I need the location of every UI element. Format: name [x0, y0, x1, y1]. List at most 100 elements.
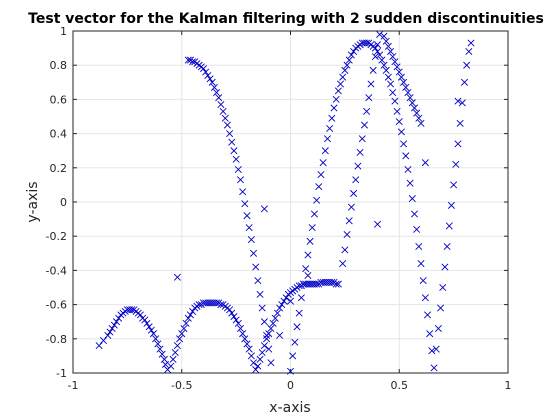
- data-point-marker: [424, 311, 432, 319]
- data-point-marker: [404, 165, 412, 174]
- data-point-marker: [108, 325, 116, 333]
- data-point-marker: [300, 280, 308, 288]
- data-point-marker: [106, 328, 114, 336]
- data-point-marker: [230, 147, 238, 155]
- data-point-marker: [180, 325, 188, 333]
- x-axis-label: x-axis: [269, 400, 310, 416]
- data-point-marker: [373, 220, 382, 228]
- y-tick-label: -1: [56, 367, 67, 380]
- data-point-marker: [404, 89, 412, 97]
- data-point-marker: [376, 30, 384, 38]
- data-point-marker: [267, 359, 275, 367]
- data-point-marker: [397, 128, 405, 136]
- data-point-marker: [337, 80, 345, 88]
- data-point-marker: [136, 311, 144, 319]
- data-point-marker: [352, 176, 360, 184]
- data-point-marker: [226, 130, 234, 138]
- data-point-marker: [350, 189, 358, 197]
- data-point-marker: [263, 331, 271, 339]
- data-point-marker: [243, 340, 251, 348]
- data-point-marker: [371, 44, 379, 52]
- data-point-marker: [382, 37, 390, 45]
- data-point-marker: [219, 107, 227, 115]
- x-tick-label: 1: [505, 379, 512, 392]
- data-point-marker: [419, 277, 427, 285]
- data-point-marker: [278, 301, 286, 309]
- data-point-marker: [145, 323, 153, 331]
- data-point-marker: [204, 71, 212, 79]
- data-point-marker: [363, 107, 371, 115]
- data-point-marker: [280, 297, 288, 305]
- data-point-marker: [156, 345, 164, 353]
- data-point-marker: [363, 39, 371, 47]
- data-point-marker: [345, 217, 353, 225]
- data-point-marker: [158, 350, 166, 358]
- axis-ticks: -1 -0.5 0 0.5 1 -1 -0.8 -0.6 -0.4 -0.2 0 0.2 0.4 0.6 0…: [46, 25, 512, 392]
- data-point-marker: [380, 32, 388, 40]
- data-point-marker: [143, 319, 151, 327]
- data-point-marker: [384, 42, 392, 50]
- y-tick-label: 0.6: [50, 93, 68, 106]
- data-point-marker: [465, 48, 473, 56]
- y-tick-label: 0.8: [50, 59, 68, 72]
- data-point-marker: [343, 61, 351, 69]
- data-point-marker: [147, 326, 155, 334]
- data-point-marker: [345, 56, 353, 64]
- data-point-marker: [443, 242, 451, 250]
- data-point-marker: [206, 75, 214, 83]
- data-point-marker: [341, 66, 349, 74]
- y-tick-label: -0.8: [46, 333, 67, 346]
- data-point-marker: [308, 224, 316, 232]
- data-point-marker: [402, 152, 410, 160]
- data-point-marker: [176, 335, 184, 343]
- data-point-marker: [215, 94, 223, 102]
- data-point-marker: [410, 210, 418, 218]
- data-point-marker: [463, 61, 471, 69]
- data-point-marker: [445, 222, 453, 230]
- data-point-marker: [373, 41, 382, 49]
- data-point-marker: [234, 165, 242, 174]
- data-point-marker: [417, 260, 425, 268]
- data-point-marker: [319, 159, 327, 167]
- data-point-marker: [391, 97, 399, 105]
- data-point-marker: [384, 73, 392, 81]
- data-point-marker: [241, 335, 249, 343]
- data-point-marker: [295, 309, 303, 317]
- data-point-marker: [293, 323, 301, 331]
- data-point-marker: [382, 66, 390, 74]
- data-point-marker: [210, 83, 218, 91]
- y-axis-label: y-axis: [25, 181, 41, 222]
- data-point-marker: [247, 236, 255, 244]
- data-point-marker: [387, 48, 395, 56]
- data-point-marker: [223, 121, 231, 129]
- data-point-marker: [306, 237, 314, 245]
- data-point-marker: [241, 200, 249, 208]
- data-point-marker: [387, 80, 395, 88]
- data-point-marker: [400, 140, 408, 148]
- data-point-marker: [413, 225, 421, 233]
- data-point-marker: [226, 306, 234, 314]
- data-point-marker: [313, 280, 321, 288]
- data-point-marker: [236, 325, 244, 333]
- data-point-marker: [367, 80, 375, 88]
- data-point-marker: [437, 304, 445, 312]
- data-point-marker: [415, 242, 423, 250]
- data-point-marker: [391, 58, 399, 66]
- data-point-marker: [213, 89, 221, 97]
- data-point-marker: [415, 114, 423, 122]
- data-point-marker: [149, 330, 157, 338]
- data-point-marker: [232, 316, 240, 324]
- data-point-marker: [178, 330, 186, 338]
- data-point-marker: [199, 65, 208, 73]
- data-point-marker: [347, 51, 355, 59]
- data-point-marker: [454, 97, 462, 105]
- y-tick-label: 0.2: [50, 162, 68, 175]
- data-point-marker: [271, 314, 279, 322]
- data-point-marker: [406, 179, 414, 187]
- data-point-marker: [321, 147, 329, 155]
- data-point-marker: [304, 272, 312, 280]
- data-point-marker: [439, 283, 447, 292]
- x-tick-label: 0.5: [391, 379, 409, 392]
- data-point-marker: [250, 359, 258, 367]
- data-point-marker: [173, 273, 181, 281]
